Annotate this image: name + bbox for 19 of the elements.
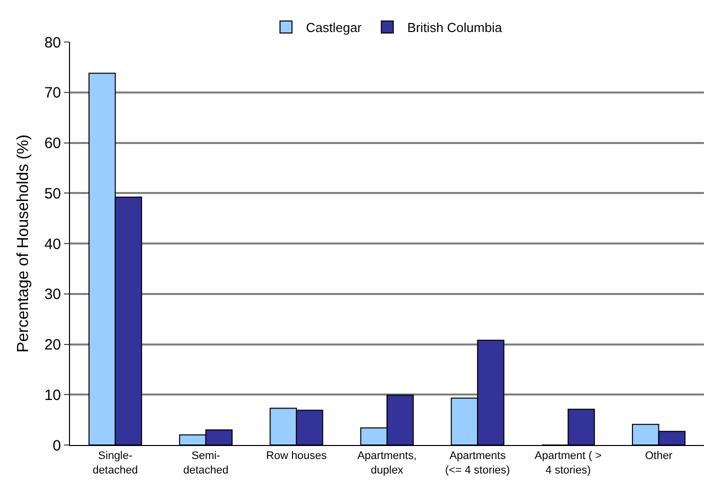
x-tick-label: Other	[644, 450, 673, 462]
x-tick-label: Apartments (<= 4 stories)	[445, 450, 510, 476]
x-tick-label: Single- detached	[92, 450, 138, 476]
y-tick-label: 20	[44, 336, 61, 354]
x-tick-label: Semi- detached	[183, 450, 228, 476]
x-tick-label: Apartment ( > 4 stories)	[534, 450, 602, 476]
y-tick-label: 70	[44, 84, 61, 102]
legend-label: British Columbia	[407, 20, 503, 36]
y-tick-label: 60	[44, 135, 61, 152]
y-axis-title: Percentage of Households (%)	[15, 134, 32, 352]
y-tick-label: 30	[44, 286, 61, 304]
x-tick-label: Row houses	[266, 450, 328, 462]
y-tick-label: 50	[44, 185, 61, 202]
x-tick-label: Apartments, duplex	[357, 450, 417, 476]
y-tick-label: 0	[52, 437, 61, 454]
legend-label: Castlegar	[306, 20, 362, 36]
y-tick-label: 40	[44, 236, 61, 253]
y-tick-label: 80	[44, 34, 61, 52]
y-tick-label: 10	[44, 386, 61, 404]
